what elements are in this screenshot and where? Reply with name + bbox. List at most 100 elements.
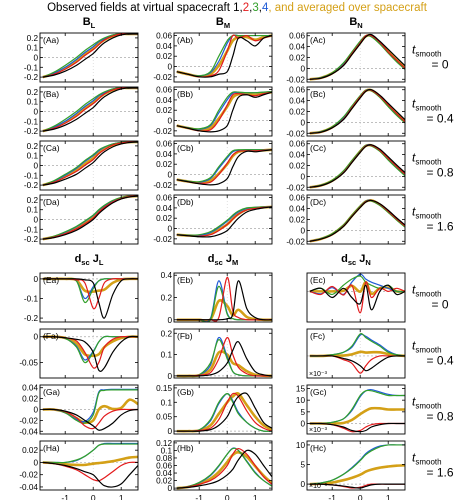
panel-label: (Ea) <box>43 275 59 285</box>
panel-frame <box>306 272 406 323</box>
y-tick-label: 0 <box>167 117 172 126</box>
y-tick-label: 0.02 <box>289 216 305 225</box>
series-line-Hb-1 <box>176 449 272 489</box>
y-tick-label: 0 <box>33 162 38 171</box>
series-line-Dc-3 <box>309 199 405 242</box>
series-line-Db-3 <box>176 206 272 236</box>
row-label-value-3: = 1.6 <box>426 220 453 234</box>
y-tick-label: 0.06 <box>156 194 172 203</box>
y-tick-label: 0.04 <box>156 204 172 213</box>
x-tick-label: 0 <box>91 493 96 500</box>
panel-Bc: 0.06 0.04 0.020 -0.02 (Bc) <box>286 86 406 138</box>
series-line-Ac-1 <box>309 33 405 80</box>
x-tick-label: 1 <box>386 493 391 500</box>
y-tick-label: 0.02 <box>22 395 38 404</box>
series-line-Ab-3 <box>176 34 272 77</box>
series-line-Db-avg <box>176 205 272 238</box>
y-tick-label: 0 <box>167 63 172 72</box>
y-tick-label: 0.02 <box>156 214 172 223</box>
y-tick-label: -0.2 <box>24 235 39 244</box>
y-tick-label: -0.2 <box>24 73 39 82</box>
series-line-Ca-1 <box>42 141 138 186</box>
panel-label: (Ha) <box>43 443 60 453</box>
series-line-Bc-1 <box>309 88 405 134</box>
y-tick-label: -0.02 <box>153 73 172 82</box>
y-tick-label: -0.1 <box>24 294 39 303</box>
y-tick-label: 0.2 <box>27 34 39 43</box>
y-tick-label: 0.02 <box>156 160 172 169</box>
panel-label: (Bc) <box>310 89 326 99</box>
x-tick-label: -1 <box>61 493 69 500</box>
y-tick-label: 0.04 <box>156 469 172 478</box>
y-tick-label: 0.4 <box>161 271 173 280</box>
panels: 0.20.10-0.1-0.2(Aa) 0.060.040.020-0.02(Ab… <box>19 32 406 493</box>
panel-Fc: ×10⁻³ (Fc) <box>306 328 406 379</box>
y-tick-label: 0.04 <box>289 205 305 214</box>
panel-frame <box>39 328 139 379</box>
panel-label: (Hb) <box>177 443 194 453</box>
panel-label: (Ab) <box>177 35 193 45</box>
series-line-Fa-1 <box>42 335 138 372</box>
y-tick-label: 0 <box>300 480 305 489</box>
y-tick-label: 0.05 <box>156 413 172 422</box>
y-tick-label: -0.04 <box>19 427 38 436</box>
y-tick-label: 0.1 <box>161 351 173 360</box>
y-tick-label: -0.2 <box>24 127 39 136</box>
column-header-bottom-2: dsc JN <box>341 253 371 267</box>
y-multiplier: ×10⁻³ <box>309 427 328 434</box>
y-tick-label: 0 <box>167 171 172 180</box>
y-tick-label: 0.04 <box>156 150 172 159</box>
panel-frame <box>173 86 273 137</box>
y-tick-label: 0.04 <box>289 97 305 106</box>
series-line-Ba-2 <box>42 87 138 132</box>
y-multiplier: ×10⁻³ <box>309 483 328 490</box>
y-tick-label: 0 <box>33 54 38 63</box>
series-line-Ga-1 <box>42 408 138 431</box>
title-part: , and averaged over spacecraft <box>268 2 427 14</box>
row-label-0: tsmooth <box>412 43 442 59</box>
y-tick-label: 0.1 <box>27 152 39 161</box>
y-tick-label: 0 <box>167 225 172 234</box>
row-label-7: tsmooth <box>412 451 442 467</box>
panel-label: (Fb) <box>177 331 193 341</box>
column-header-bottom-1: dsc JM <box>208 253 239 267</box>
panel-label: (Cb) <box>177 143 194 153</box>
row-label-1: tsmooth <box>412 97 442 113</box>
panel-label: (Cc) <box>310 143 326 153</box>
y-tick-label: 0.04 <box>156 96 172 105</box>
y-tick-label: 0.2 <box>161 294 173 303</box>
y-tick-label: -0.02 <box>286 183 305 192</box>
panel-label: (Db) <box>177 197 194 207</box>
y-tick-label: 0 <box>33 216 38 225</box>
y-tick-label: 0 <box>300 172 305 181</box>
panel-label: (Ec) <box>310 275 326 285</box>
panel-Ac: 0.06 0.04 0.020 -0.02 (Ac) <box>286 32 406 84</box>
y-tick-label: 0.02 <box>156 477 172 486</box>
y-tick-label: -0.2 <box>24 181 39 190</box>
title-part: , <box>240 2 243 14</box>
title-part: 3 <box>252 2 258 14</box>
y-tick-label: 0.02 <box>289 108 305 117</box>
series-line-Fb-2 <box>176 336 272 377</box>
series-line-Aa-2 <box>42 33 138 78</box>
y-tick-label: -0.02 <box>286 75 305 84</box>
y-tick-label: 0.12 <box>156 439 172 448</box>
y-tick-label: 10 <box>296 441 306 450</box>
y-tick-label: 0.06 <box>156 462 172 471</box>
column-header-top-0: BL <box>83 16 96 30</box>
panel-label: (Da) <box>43 197 60 207</box>
series-line-Hb-3 <box>176 447 272 489</box>
panel-frame <box>39 440 139 491</box>
series-line-Da-3 <box>42 195 138 240</box>
series-line-Fb-1 <box>176 340 272 377</box>
y-tick-label: -0.04 <box>19 483 38 492</box>
panel-Da: 0.20.10-0.1-0.2 (Da) <box>24 194 139 245</box>
y-tick-label: 0.04 <box>156 42 172 51</box>
row-label-value-1: = 0.4 <box>426 112 453 126</box>
y-tick-label: 0.06 <box>289 86 305 95</box>
panel-frame <box>306 440 406 491</box>
y-tick-label: 0 <box>167 372 172 381</box>
series-line-Ha-1 <box>42 461 138 488</box>
